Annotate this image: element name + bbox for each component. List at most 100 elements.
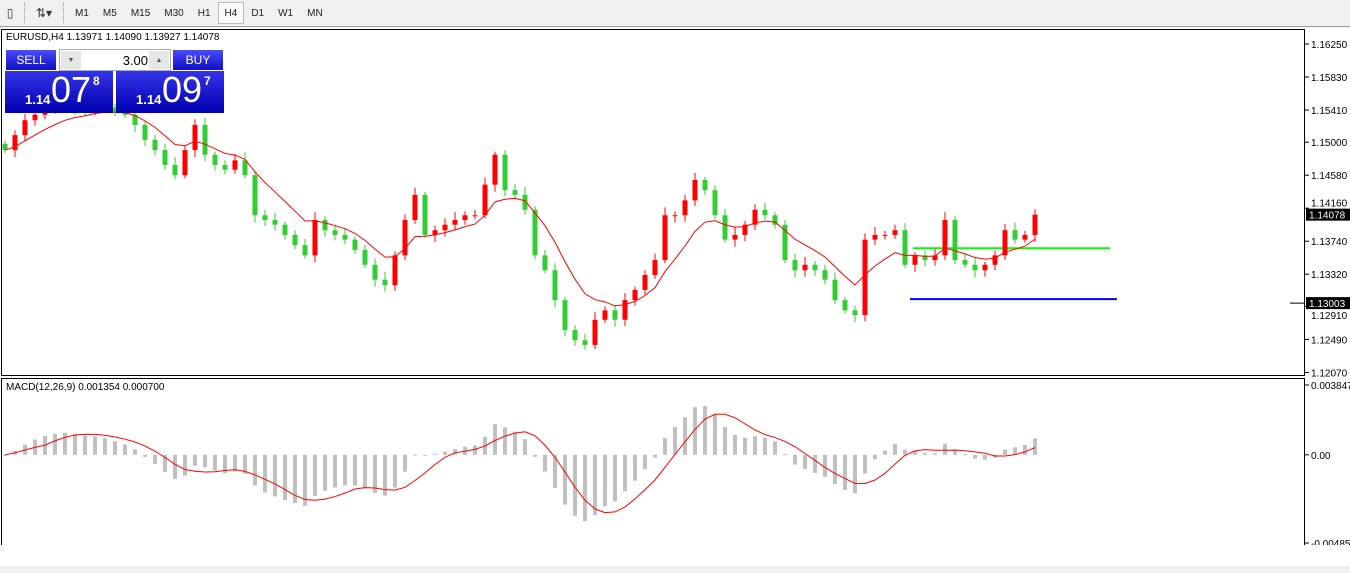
macd-histogram-bar	[203, 454, 207, 468]
increase-lot-icon[interactable]: ▲	[149, 51, 169, 69]
price-tick-label: 1.15410	[1311, 106, 1348, 117]
macd-histogram-bar	[343, 454, 347, 486]
chart-window[interactable]: 1.16250 1.15830 1.15410 1.15000 1.14580 1.141…	[0, 28, 1350, 566]
macd-histogram-bar	[973, 454, 977, 459]
timeframe-mn[interactable]: MN	[307, 7, 323, 19]
lot-size-input[interactable]: 3.00	[122, 53, 148, 68]
price-tick-label: 1.12490	[1311, 335, 1348, 346]
candle-body	[572, 329, 578, 341]
candle-body	[402, 219, 408, 256]
candle-body	[262, 215, 268, 220]
timeframe-m1[interactable]: M1	[75, 7, 89, 19]
blue-line-price-label: 1.13003	[1309, 299, 1346, 310]
candle-body	[292, 234, 298, 246]
macd-histogram-bar	[373, 454, 377, 494]
macd-histogram-bar	[843, 454, 847, 490]
candle-body	[982, 264, 988, 271]
candle-body	[492, 154, 498, 185]
candle-body	[522, 194, 528, 210]
candle-body	[112, 107, 118, 113]
candle-body	[22, 120, 28, 136]
macd-histogram-bar	[153, 454, 157, 465]
candle-body	[662, 215, 668, 261]
macd-histogram-bar	[643, 454, 647, 470]
macd-histogram-bar	[683, 417, 687, 455]
candle-body	[772, 215, 778, 225]
buy-price-pips: 09	[162, 69, 203, 110]
toolbar-divider	[24, 3, 25, 23]
candle-body	[232, 160, 238, 170]
candle-body	[1002, 230, 1008, 256]
macd-histogram-bar	[623, 454, 627, 492]
macd-histogram-bar	[163, 454, 167, 473]
decrease-lot-icon[interactable]: ▼	[61, 51, 81, 69]
macd-histogram-bar	[1003, 449, 1007, 455]
candle-body	[762, 209, 768, 216]
macd-signal-line	[4, 413, 1036, 514]
macd-histogram-bar	[883, 450, 887, 455]
candle-body	[552, 270, 558, 301]
timeframe-bar: M1 M5 M15 M30 H1 H4 D1 W1 MN	[68, 2, 330, 24]
timeframe-m5[interactable]: M5	[102, 7, 117, 19]
candle-body	[422, 194, 428, 235]
macd-histogram-bar	[543, 454, 547, 472]
candle-body	[882, 234, 888, 236]
timeframe-m30[interactable]: M30	[164, 7, 184, 19]
candle-body	[972, 264, 978, 271]
candle-body	[952, 219, 958, 261]
buy-price[interactable]: 1.14 09 7	[116, 69, 224, 113]
macd-histogram-bar	[113, 441, 117, 455]
macd-histogram-bar	[3, 454, 7, 456]
macd-histogram-bar	[783, 454, 787, 456]
sell-price[interactable]: 1.14 07 8	[5, 69, 113, 113]
macd-histogram-bar	[553, 454, 557, 488]
template-icon[interactable]: ▯	[6, 6, 14, 20]
macd-histogram-bar	[213, 454, 217, 471]
macd-histogram-bar	[873, 454, 877, 460]
candle-body	[302, 245, 308, 256]
macd-histogram-bar	[523, 439, 527, 455]
candle-body	[182, 150, 188, 176]
candle-body	[332, 230, 338, 235]
candle-body	[722, 215, 728, 240]
buy-button[interactable]: BUY	[172, 49, 224, 71]
timeframe-d1[interactable]: D1	[251, 7, 265, 19]
buy-price-fraction: 7	[204, 74, 211, 88]
macd-histogram-bar	[723, 426, 727, 455]
line-tools-dropdown-icon[interactable]: ⇅▾	[35, 6, 53, 20]
macd-histogram-bar	[963, 454, 967, 456]
candle-body	[412, 194, 418, 220]
candle-body	[832, 279, 838, 301]
current-price-label: 1.14078	[1309, 211, 1346, 222]
candle-body	[392, 255, 398, 286]
candle-body	[472, 215, 478, 217]
macd-histogram-bar	[393, 454, 397, 488]
price-tick-label: 1.14580	[1311, 171, 1348, 182]
timeframe-m15[interactable]: M15	[130, 7, 151, 19]
macd-histogram-bar	[173, 454, 177, 480]
candle-body	[312, 219, 318, 256]
chart-canvas[interactable]: 1.162501.158301.154101.150001.145801.141…	[0, 0, 1350, 545]
candle-body	[142, 124, 148, 140]
macd-histogram-bar	[513, 431, 517, 455]
timeframe-w1[interactable]: W1	[278, 7, 294, 19]
sell-button[interactable]: SELL	[5, 49, 57, 71]
candle-body	[1032, 214, 1038, 235]
candle-body	[622, 300, 628, 320]
candle-body	[542, 255, 548, 271]
macd-histogram-bar	[933, 453, 937, 455]
macd-histogram-bar	[573, 454, 577, 516]
candle-body	[512, 190, 518, 195]
timeframe-h4[interactable]: H4	[217, 2, 245, 24]
macd-histogram-bar	[123, 444, 127, 455]
candle-body	[382, 279, 388, 286]
macd-histogram-bar	[353, 454, 357, 486]
candle-body	[632, 289, 638, 301]
macd-histogram-bar	[753, 436, 757, 455]
timeframe-h1[interactable]: H1	[197, 7, 211, 19]
lot-size-stepper[interactable]: ▼ 3.00 ▲	[59, 49, 171, 71]
macd-histogram-bar	[433, 453, 437, 455]
macd-histogram-bar	[423, 454, 427, 456]
macd-histogram-bar	[803, 454, 807, 470]
candle-body	[652, 260, 658, 275]
